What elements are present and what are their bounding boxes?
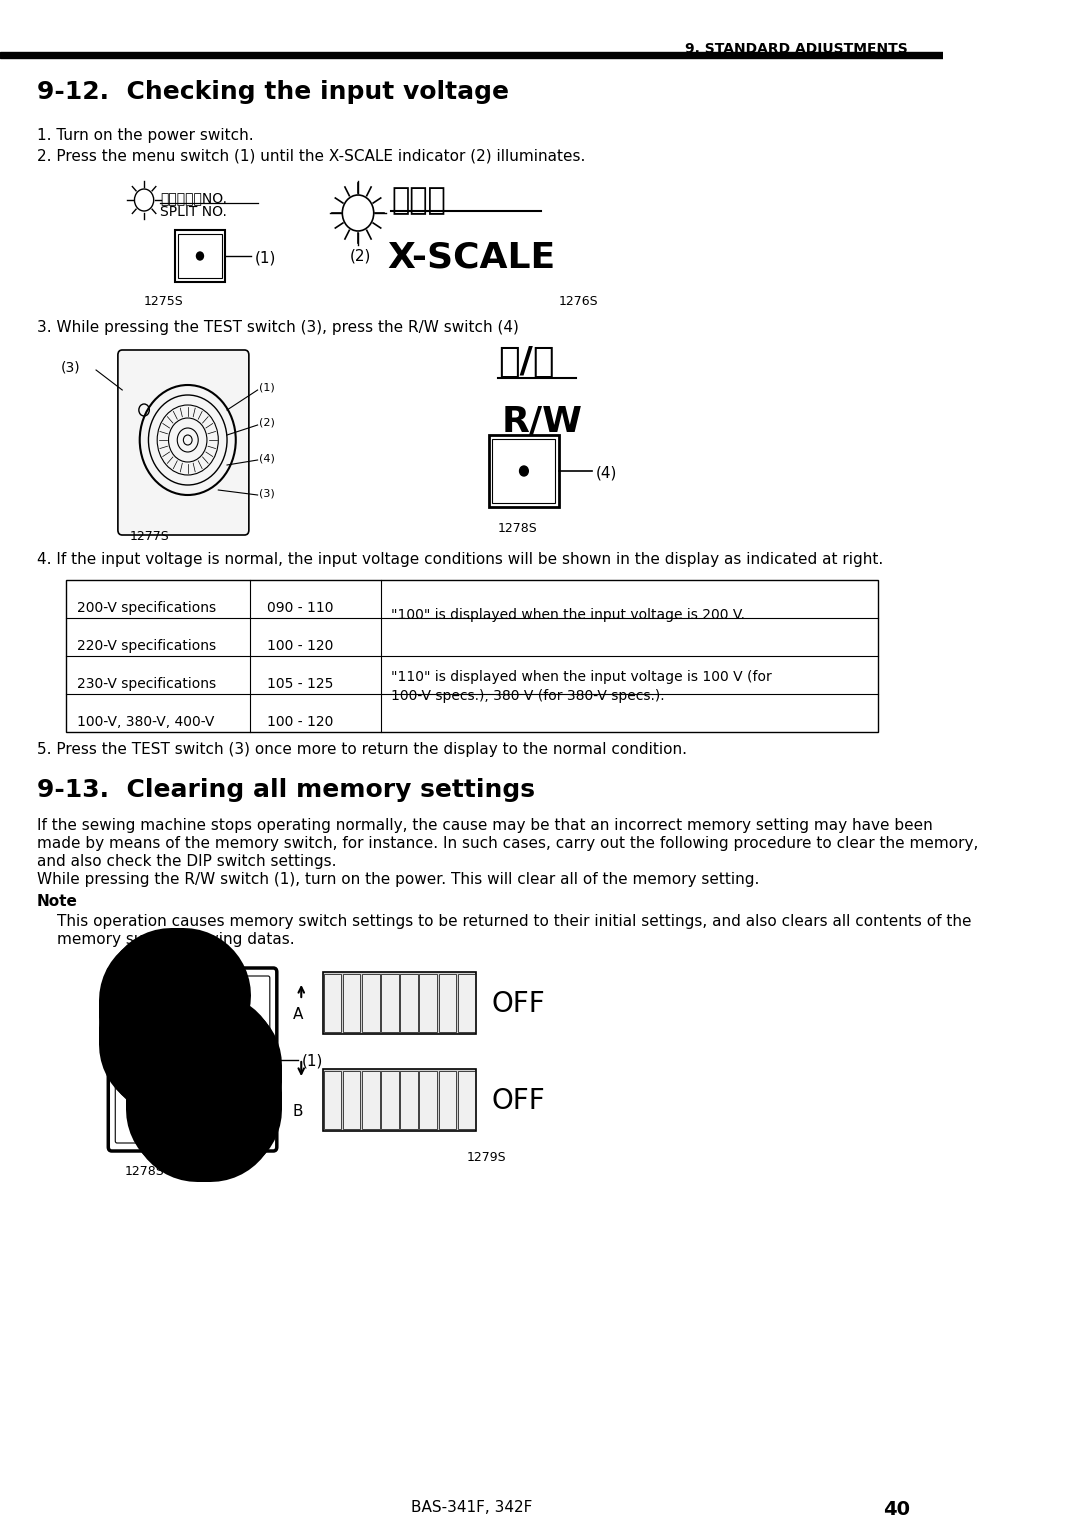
Text: 220-V specifications: 220-V specifications — [77, 639, 216, 652]
Text: (3): (3) — [62, 361, 81, 374]
Text: B: B — [293, 1105, 303, 1118]
Text: 1. Turn on the power switch.: 1. Turn on the power switch. — [37, 128, 254, 144]
Bar — [323, 1070, 476, 1131]
Bar — [438, 973, 456, 1031]
Text: 100 - 120: 100 - 120 — [267, 715, 334, 729]
Bar — [419, 1071, 436, 1129]
Bar — [401, 973, 418, 1031]
Text: (2): (2) — [349, 248, 370, 263]
Text: (4): (4) — [259, 452, 275, 463]
Text: 105 - 125: 105 - 125 — [267, 677, 334, 691]
Text: made by means of the memory switch, for instance. In such cases, carry out the f: made by means of the memory switch, for … — [37, 836, 978, 851]
Text: 2. Press the menu switch (1) until the X-SCALE indicator (2) illuminates.: 2. Press the menu switch (1) until the X… — [37, 148, 585, 163]
Bar — [175, 231, 226, 283]
Text: 200-V specifications: 200-V specifications — [77, 601, 216, 614]
Text: 1278S: 1278S — [498, 523, 538, 535]
Text: 40: 40 — [882, 1500, 909, 1519]
Text: This operation causes memory switch settings to be returned to their initial set: This operation causes memory switch sett… — [57, 914, 971, 929]
Circle shape — [519, 466, 528, 477]
Text: (4): (4) — [595, 465, 617, 480]
Bar — [323, 972, 476, 1034]
Text: 5. Press the TEST switch (3) once more to return the display to the normal condi: 5. Press the TEST switch (3) once more t… — [37, 743, 687, 756]
Text: OFF: OFF — [491, 990, 545, 1018]
Text: 090 - 110: 090 - 110 — [267, 601, 334, 614]
Text: 100 - 120: 100 - 120 — [267, 639, 334, 652]
FancyBboxPatch shape — [118, 350, 248, 535]
Bar — [401, 1071, 418, 1129]
Text: 4. If the input voltage is normal, the input voltage conditions will be shown in: 4. If the input voltage is normal, the i… — [37, 552, 883, 567]
Bar — [489, 435, 558, 507]
Bar — [343, 973, 361, 1031]
Text: スプリットNO.: スプリットNO. — [160, 191, 227, 205]
Bar — [362, 973, 379, 1031]
Text: 読/書: 読/書 — [498, 345, 554, 379]
Text: 3. While pressing the TEST switch (3), press the R/W switch (4): 3. While pressing the TEST switch (3), p… — [37, 319, 518, 335]
Text: (2): (2) — [259, 417, 275, 426]
Text: 1278S: 1278S — [125, 1164, 164, 1178]
Text: 100-V, 380-V, 400-V: 100-V, 380-V, 400-V — [77, 715, 214, 729]
Bar — [458, 1071, 475, 1129]
Bar — [381, 1071, 399, 1129]
Bar — [492, 439, 555, 503]
Text: 1279S: 1279S — [468, 1151, 507, 1164]
Text: (1): (1) — [259, 382, 275, 393]
Text: SPLIT NO.: SPLIT NO. — [160, 205, 227, 219]
Circle shape — [197, 252, 203, 260]
Bar — [458, 973, 475, 1031]
Bar — [438, 1071, 456, 1129]
Bar — [178, 234, 221, 278]
Bar — [343, 1071, 361, 1129]
Text: (1): (1) — [255, 251, 276, 264]
Text: BAS-341F, 342F: BAS-341F, 342F — [410, 1500, 532, 1514]
Text: and also check the DIP switch settings.: and also check the DIP switch settings. — [37, 854, 336, 869]
Bar — [66, 581, 878, 732]
Text: 9-13.  Clearing all memory settings: 9-13. Clearing all memory settings — [37, 778, 535, 802]
Text: 9-12.  Checking the input voltage: 9-12. Checking the input voltage — [37, 79, 509, 104]
Bar — [381, 973, 399, 1031]
Text: X-SCALE: X-SCALE — [388, 240, 556, 274]
Text: While pressing the R/W switch (1), turn on the power. This will clear all of the: While pressing the R/W switch (1), turn … — [37, 872, 759, 886]
Text: Note: Note — [37, 894, 78, 909]
Text: 100-V specs.), 380 V (for 380-V specs.).: 100-V specs.), 380 V (for 380-V specs.). — [391, 689, 665, 703]
Text: A: A — [293, 1007, 302, 1022]
FancyBboxPatch shape — [108, 969, 276, 1151]
Text: "100" is displayed when the input voltage is 200 V.: "100" is displayed when the input voltag… — [391, 608, 745, 622]
Text: (3): (3) — [259, 487, 275, 498]
Bar — [362, 1071, 379, 1129]
Text: 横倍率: 横倍率 — [391, 186, 446, 215]
Text: 1277S: 1277S — [130, 530, 168, 542]
Text: 230-V specifications: 230-V specifications — [77, 677, 216, 691]
Text: OFF: OFF — [491, 1086, 545, 1115]
Bar — [324, 973, 341, 1031]
Text: If the sewing machine stops operating normally, the cause may be that an incorre: If the sewing machine stops operating no… — [37, 817, 932, 833]
Text: memory such as sewing datas.: memory such as sewing datas. — [57, 932, 295, 947]
Bar — [324, 1071, 341, 1129]
Bar — [419, 973, 436, 1031]
Text: "110" is displayed when the input voltage is 100 V (for: "110" is displayed when the input voltag… — [391, 669, 772, 685]
Text: 9. STANDARD ADJUSTMENTS: 9. STANDARD ADJUSTMENTS — [686, 41, 908, 57]
Text: 1275S: 1275S — [144, 295, 184, 309]
Text: 1276S: 1276S — [558, 295, 598, 309]
Text: R/W: R/W — [501, 403, 582, 439]
Bar — [0, 52, 943, 58]
Text: (1): (1) — [301, 1054, 323, 1070]
